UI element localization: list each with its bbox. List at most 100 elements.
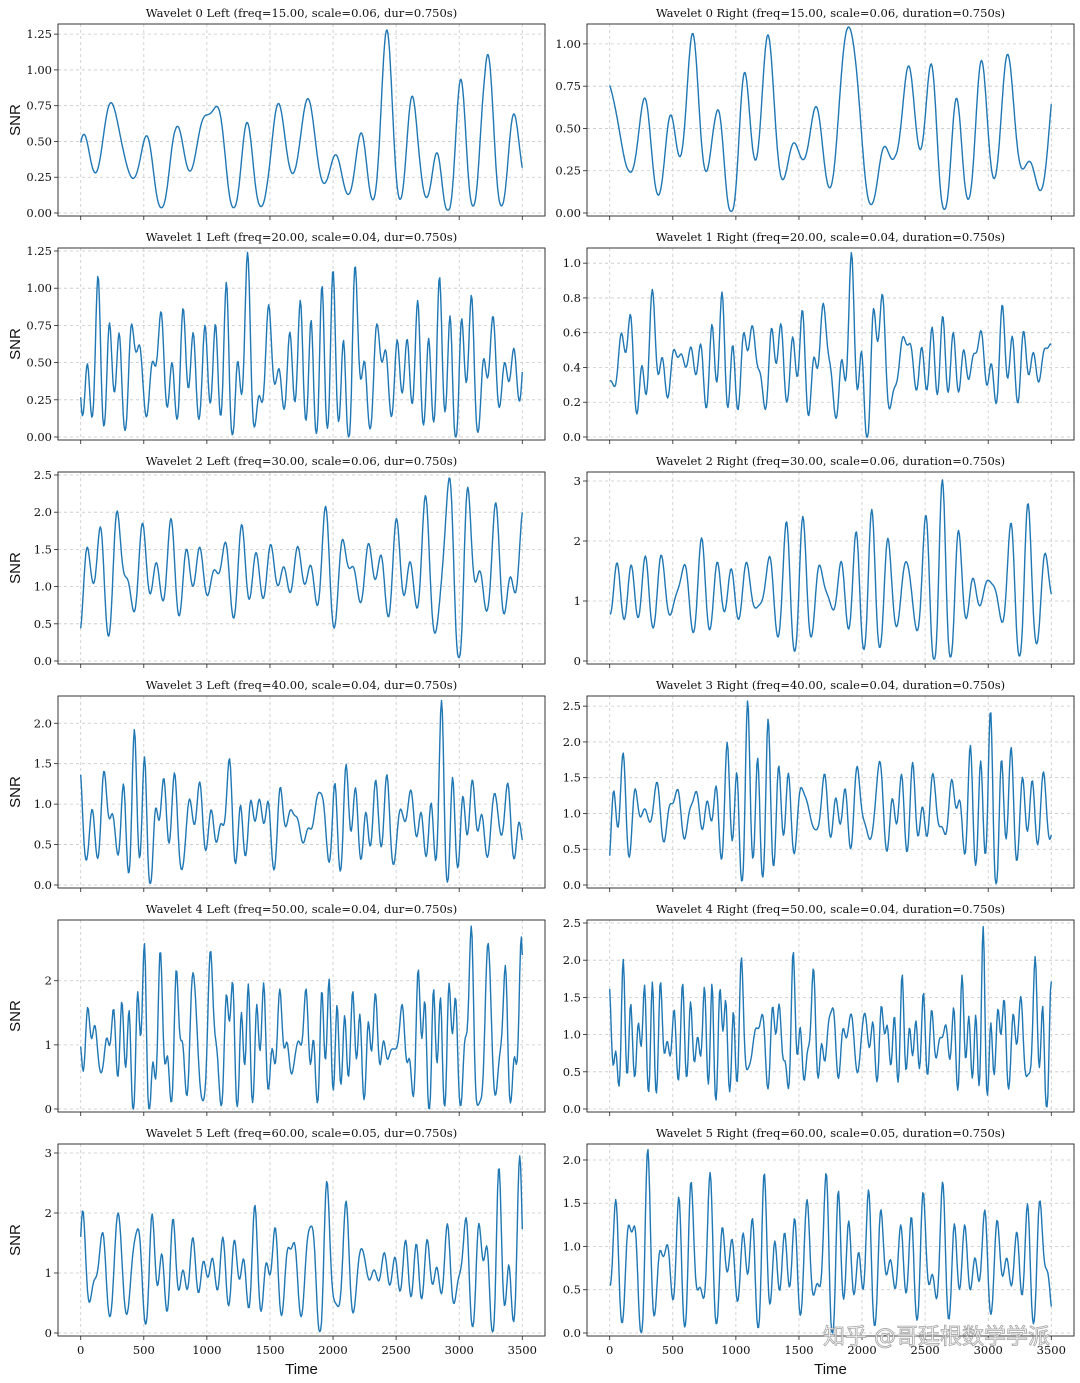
x-axis-label: Time bbox=[814, 1361, 847, 1378]
y-tick-label: 2.0 bbox=[563, 953, 581, 967]
y-tick-label: 1.5 bbox=[563, 1196, 581, 1210]
y-axis-label: SNR bbox=[7, 776, 24, 808]
series-line-snr bbox=[80, 925, 523, 1110]
y-tick-label: 0.00 bbox=[26, 430, 52, 444]
y-tick-label: 1.00 bbox=[555, 37, 581, 51]
series-line-snr bbox=[609, 1148, 1052, 1334]
y-tick-label: 1.0 bbox=[34, 797, 52, 811]
axes-frame bbox=[586, 919, 1075, 1113]
axes-frame bbox=[57, 1143, 546, 1337]
x-axis-label: Time bbox=[285, 1361, 318, 1378]
y-tick-label: 0.00 bbox=[26, 206, 52, 220]
y-axis-label: SNR bbox=[7, 1224, 24, 1256]
axes-frame bbox=[57, 247, 546, 441]
y-tick-label: 0.0 bbox=[563, 1326, 581, 1340]
y-tick-label: 2 bbox=[45, 974, 52, 988]
y-tick-label: 1 bbox=[45, 1266, 52, 1280]
subplot-title: Wavelet 5 Right (freq=60.00, scale=0.05,… bbox=[656, 1126, 1005, 1140]
x-tick-label: 2500 bbox=[910, 1343, 939, 1357]
y-tick-label: 1.5 bbox=[563, 771, 581, 785]
axes-frame bbox=[586, 471, 1075, 665]
y-tick-label: 1.00 bbox=[26, 63, 52, 77]
y-axis-label: SNR bbox=[7, 328, 24, 360]
subplot-8: 0 1 2 Wavelet 4 Left (freq=50.00, scale=0.0… bbox=[7, 902, 546, 1116]
subplot-1: 0.00 0.25 0.50 0.75 1.00 Wavelet 0 Right (fre… bbox=[555, 6, 1075, 220]
subplot-title: Wavelet 0 Left (freq=15.00, scale=0.06, … bbox=[146, 6, 457, 20]
y-axis-label: SNR bbox=[7, 1000, 24, 1032]
subplot-4: 0.0 0.5 1.0 1.5 2.0 2.5 Wavelet 2 Left (freq=3… bbox=[7, 454, 546, 668]
axes-frame bbox=[57, 471, 546, 665]
y-tick-label: 0.25 bbox=[26, 393, 52, 407]
y-tick-label: 0.8 bbox=[563, 291, 581, 305]
axes-frame bbox=[586, 23, 1075, 217]
x-tick-label: 500 bbox=[133, 1343, 155, 1357]
y-tick-label: 0 bbox=[45, 1326, 52, 1340]
y-tick-label: 0.75 bbox=[26, 99, 52, 113]
y-tick-label: 2.5 bbox=[34, 468, 52, 482]
x-tick-label: 500 bbox=[662, 1343, 684, 1357]
subplot-0: 0.00 0.25 0.50 0.75 1.00 1.25 Wavelet 0 Left (… bbox=[7, 6, 546, 220]
y-tick-label: 0.0 bbox=[563, 878, 581, 892]
x-tick-label: 3500 bbox=[1037, 1343, 1066, 1357]
subplot-title: Wavelet 3 Left (freq=40.00, scale=0.04, … bbox=[146, 678, 457, 692]
subplot-9: 0.0 0.5 1.0 1.5 2.0 2.5 Wavelet 4 Right (freq=… bbox=[563, 902, 1075, 1116]
y-tick-label: 1.00 bbox=[26, 281, 52, 295]
y-tick-label: 1 bbox=[45, 1038, 52, 1052]
y-tick-label: 0.75 bbox=[555, 79, 581, 93]
subplot-title: Wavelet 4 Left (freq=50.00, scale=0.04, … bbox=[146, 902, 457, 916]
y-tick-label: 0.0 bbox=[34, 654, 52, 668]
y-tick-label: 0 bbox=[45, 1102, 52, 1116]
y-tick-label: 0.6 bbox=[563, 326, 581, 340]
y-tick-label: 1.25 bbox=[26, 244, 52, 258]
subplot-3: 0.0 0.2 0.4 0.6 0.8 1.0 Wavelet 1 Right (freq=… bbox=[563, 230, 1075, 444]
y-tick-label: 2 bbox=[574, 534, 581, 548]
y-tick-label: 1.25 bbox=[26, 27, 52, 41]
y-tick-label: 0.0 bbox=[34, 878, 52, 892]
axes-frame bbox=[57, 23, 546, 217]
y-tick-label: 0.2 bbox=[563, 395, 581, 409]
y-axis-label: SNR bbox=[7, 104, 24, 136]
subplot-5: 0 1 2 3 Wavelet 2 Right (freq=30.00, scale=0… bbox=[574, 454, 1075, 668]
y-tick-label: 0.5 bbox=[563, 842, 581, 856]
series-line-snr bbox=[80, 699, 523, 885]
axes-frame bbox=[586, 695, 1075, 889]
x-tick-label: 3000 bbox=[974, 1343, 1003, 1357]
y-tick-label: 0.50 bbox=[555, 121, 581, 135]
series-line-snr bbox=[80, 251, 523, 438]
y-tick-label: 0.50 bbox=[26, 134, 52, 148]
x-tick-label: 0 bbox=[77, 1343, 84, 1357]
y-tick-label: 0.50 bbox=[26, 356, 52, 370]
series-line-snr bbox=[80, 1155, 523, 1333]
x-tick-label: 0 bbox=[606, 1343, 613, 1357]
series-line-snr bbox=[609, 700, 1052, 885]
axes-frame bbox=[57, 695, 546, 889]
y-tick-label: 1.5 bbox=[34, 757, 52, 771]
y-tick-label: 1.0 bbox=[563, 806, 581, 820]
y-tick-label: 2.5 bbox=[563, 699, 581, 713]
y-tick-label: 0.0 bbox=[563, 430, 581, 444]
series-line-snr bbox=[80, 477, 523, 658]
y-tick-label: 3 bbox=[574, 474, 581, 488]
y-tick-label: 2.0 bbox=[34, 716, 52, 730]
axes-frame bbox=[586, 1143, 1075, 1337]
y-tick-label: 0.25 bbox=[26, 170, 52, 184]
y-tick-label: 2.5 bbox=[563, 916, 581, 930]
axes-frame bbox=[586, 247, 1075, 441]
x-tick-label: 1500 bbox=[784, 1343, 813, 1357]
subplot-title: Wavelet 1 Left (freq=20.00, scale=0.04, … bbox=[146, 230, 457, 244]
subplot-title: Wavelet 2 Right (freq=30.00, scale=0.06,… bbox=[656, 454, 1005, 468]
y-tick-label: 0.75 bbox=[26, 318, 52, 332]
axes-frame bbox=[57, 919, 546, 1113]
subplot-11: 0.0 0.5 1.0 1.5 2.0 0 500 1000 1500 2000 2500 3000 3… bbox=[563, 1126, 1075, 1378]
x-tick-label: 2000 bbox=[847, 1343, 876, 1357]
x-tick-label: 2500 bbox=[381, 1343, 410, 1357]
subplot-title: Wavelet 4 Right (freq=50.00, scale=0.04,… bbox=[656, 902, 1005, 916]
y-axis-label: SNR bbox=[7, 552, 24, 584]
watermark-text: 知乎 @哥廷根数学学派 bbox=[823, 1325, 1050, 1350]
y-tick-label: 1.5 bbox=[34, 542, 52, 556]
series-line-snr bbox=[609, 926, 1052, 1108]
y-tick-label: 1 bbox=[574, 594, 581, 608]
x-tick-label: 1000 bbox=[192, 1343, 221, 1357]
